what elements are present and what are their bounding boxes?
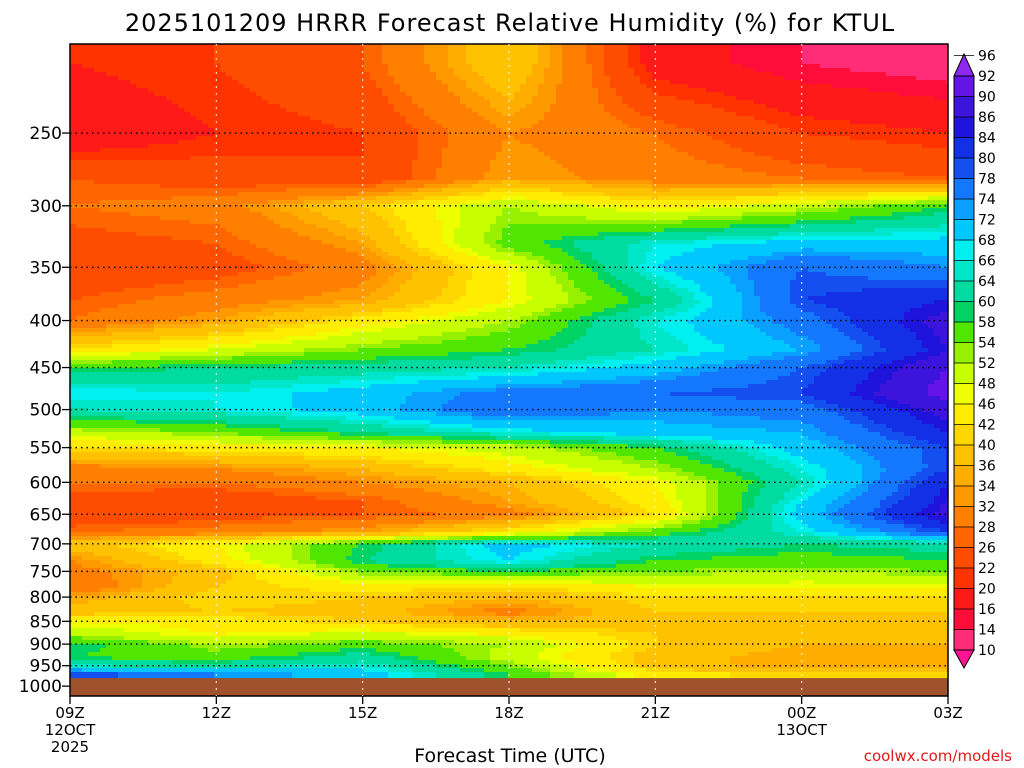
colorbar-swatch-40-42 <box>954 424 974 446</box>
colorbar-label-14: 14 <box>978 623 996 639</box>
colorbar-swatch-22-26 <box>954 547 974 569</box>
colorbar-label-36: 36 <box>978 459 996 475</box>
colorbar-swatch-52-54 <box>954 342 974 364</box>
credit-text: coolwx.com/models <box>864 747 1012 765</box>
y-tick-label-400: 400 <box>30 312 62 332</box>
colorbar-label-26: 26 <box>978 541 996 557</box>
colorbar-label-20: 20 <box>978 582 996 598</box>
plot-area <box>69 43 949 697</box>
colorbar-label-40: 40 <box>978 438 996 454</box>
y-tick-label-500: 500 <box>30 401 62 421</box>
colorbar-swatch-28-32 <box>954 506 974 528</box>
x-tick-label-18Z: 18Z <box>494 704 523 722</box>
x-tick-label-09Z: 09Z <box>55 704 84 722</box>
y-axis: 250 300 350 400 450 500 550 600 650 700 750 800 850 9… <box>19 124 70 697</box>
colorbar-label-96: 96 <box>978 49 996 65</box>
colorbar-label-80: 80 <box>978 151 996 167</box>
colorbar-label-92: 92 <box>978 69 996 85</box>
colorbar-swatch-84-86 <box>954 117 974 138</box>
colorbar-swatch-14-16 <box>954 609 974 630</box>
ground-below-surface <box>70 678 948 696</box>
x-tick-sublabel-12OCT: 12OCT <box>45 721 96 739</box>
colorbar-swatch-54-58 <box>954 322 974 343</box>
colorbar-label-86: 86 <box>978 110 996 126</box>
colorbar-swatch-64-66 <box>954 260 974 282</box>
colorbar-label-16: 16 <box>978 602 996 618</box>
colorbar-label-42: 42 <box>978 418 996 434</box>
grid-lines <box>70 44 948 696</box>
chart-title: 2025101209 HRRR Forecast Relative Humidi… <box>125 9 895 37</box>
colorbar-swatch-36-40 <box>954 445 974 466</box>
colorbar-label-60: 60 <box>978 295 996 311</box>
x-tick-label-21Z: 21Z <box>641 704 670 722</box>
colorbar-label-64: 64 <box>978 274 996 290</box>
colorbar-swatch-32-34 <box>954 486 974 507</box>
colorbar-swatch-26-28 <box>954 527 974 548</box>
y-tick-label-1000: 1000 <box>19 677 62 697</box>
colorbar-label-90: 90 <box>978 90 996 106</box>
colorbar-label-84: 84 <box>978 131 996 147</box>
colorbar: 10 14 16 20 22 26 28 32 34 36 40 42 46 48 52 54 58 60 64 66… <box>953 49 996 670</box>
colorbar-label-10: 10 <box>978 643 996 659</box>
colorbar-swatch-86-90 <box>954 96 974 118</box>
y-tick-label-950: 950 <box>30 657 62 677</box>
x-tick-sublabel-2025: 2025 <box>51 738 89 756</box>
colorbar-label-22: 22 <box>978 561 996 577</box>
colorbar-swatch-20-22 <box>954 568 974 589</box>
colorbar-swatch-16-20 <box>954 588 974 610</box>
colorbar-label-72: 72 <box>978 213 996 229</box>
colorbar-swatch-34-36 <box>954 465 974 487</box>
y-tick-label-800: 800 <box>30 588 62 608</box>
x-tick-label-12Z: 12Z <box>202 704 231 722</box>
colorbar-swatch-46-48 <box>954 383 974 405</box>
x-tick-label-03Z: 03Z <box>933 704 962 722</box>
colorbar-swatch-80-84 <box>954 137 974 159</box>
x-tick-sublabel-13OCT: 13OCT <box>776 721 827 739</box>
y-tick-label-600: 600 <box>30 473 62 493</box>
colorbar-swatch-90-92 <box>954 76 974 97</box>
y-tick-label-750: 750 <box>30 562 62 582</box>
colorbar-swatch-66-68 <box>954 240 974 261</box>
y-tick-label-450: 450 <box>30 359 62 379</box>
colorbar-label-74: 74 <box>978 192 996 208</box>
colorbar-label-28: 28 <box>978 520 996 536</box>
colorbar-swatch-78-80 <box>954 158 974 179</box>
colorbar-swatch-10-14 <box>954 629 974 651</box>
y-tick-label-250: 250 <box>30 124 62 144</box>
colorbar-extend-high <box>953 52 975 77</box>
colorbar-label-54: 54 <box>978 336 996 352</box>
colorbar-swatch-72-74 <box>954 199 974 220</box>
colorbar-label-32: 32 <box>978 500 996 516</box>
colorbar-swatch-74-78 <box>954 178 974 200</box>
y-tick-label-650: 650 <box>30 505 62 525</box>
colorbar-label-52: 52 <box>978 356 996 372</box>
colorbar-swatch-42-46 <box>954 404 974 425</box>
colorbar-swatch-68-72 <box>954 219 974 241</box>
y-tick-label-850: 850 <box>30 612 62 632</box>
colorbar-label-48: 48 <box>978 377 996 393</box>
colorbar-label-68: 68 <box>978 233 996 249</box>
colorbar-swatch-58-60 <box>954 301 974 323</box>
y-tick-label-700: 700 <box>30 535 62 555</box>
x-tick-label-00Z: 00Z <box>787 704 816 722</box>
colorbar-swatch-48-52 <box>954 363 974 384</box>
y-tick-label-550: 550 <box>30 439 62 459</box>
colorbar-label-66: 66 <box>978 254 996 270</box>
colorbar-swatch-60-64 <box>954 281 974 302</box>
x-axis-label: Forecast Time (UTC) <box>414 745 605 767</box>
colorbar-label-78: 78 <box>978 172 996 188</box>
colorbar-label-34: 34 <box>978 479 996 495</box>
y-tick-label-900: 900 <box>30 635 62 655</box>
colorbar-label-58: 58 <box>978 315 996 331</box>
x-tick-label-15Z: 15Z <box>348 704 377 722</box>
y-tick-label-350: 350 <box>30 258 62 278</box>
colorbar-label-46: 46 <box>978 397 996 413</box>
colorbar-extend-low <box>953 649 975 670</box>
y-tick-label-300: 300 <box>30 197 62 217</box>
